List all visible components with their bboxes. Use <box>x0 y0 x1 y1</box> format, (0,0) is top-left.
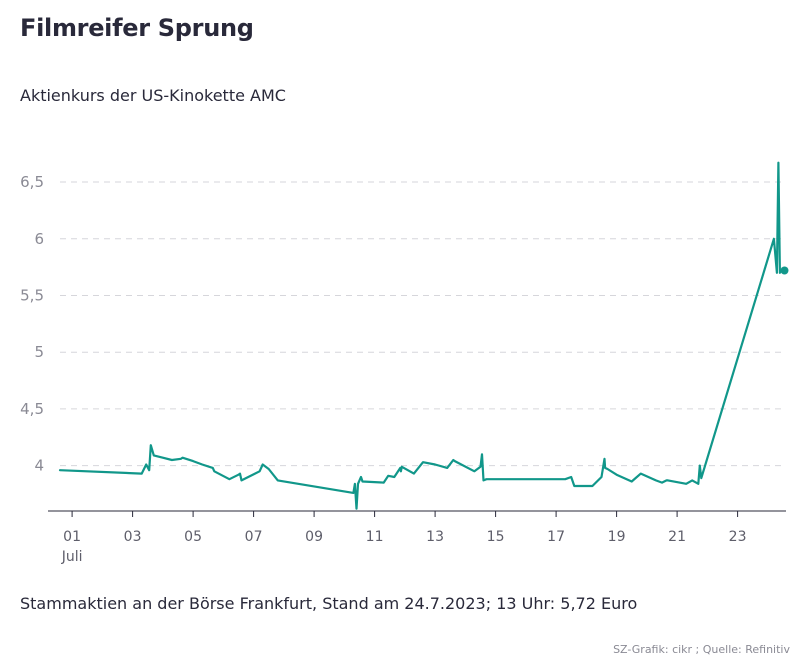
x-tick-label: 21 <box>668 529 686 545</box>
y-axis-ticks: 4 4,5 5 5,5 6 6,5 <box>20 173 44 475</box>
x-tick-label: 07 <box>245 529 263 545</box>
x-tick-label: 15 <box>487 529 505 545</box>
grid-layer <box>60 181 786 467</box>
y-tick-label: 4 <box>34 457 44 475</box>
x-tick-label: 05 <box>184 529 202 545</box>
x-axis: 01 Juli 03 05 07 09 11 13 15 17 19 21 23 <box>48 510 786 565</box>
x-tick-label: 17 <box>547 529 565 545</box>
series-layer <box>58 161 789 510</box>
series-line-amc <box>58 161 786 510</box>
y-tick-label: 4,5 <box>20 400 44 418</box>
x-tick-label: 03 <box>124 529 142 545</box>
y-tick-label: 5 <box>34 343 44 361</box>
last-value-marker <box>780 266 789 275</box>
line-chart: 4 4,5 5 5,5 6 6,5 01 Juli 03 05 07 09 11 13 15 17 19 21 2… <box>20 161 789 565</box>
chart-title: Filmreifer Sprung <box>20 14 254 42</box>
chart-subtitle: Aktienkurs der US-Kinokette AMC <box>20 86 286 105</box>
y-tick-label: 5,5 <box>20 286 44 304</box>
x-tick-label: 13 <box>426 529 444 545</box>
x-tick-label: 01 <box>63 529 81 545</box>
x-tick-label: 19 <box>608 529 626 545</box>
source-credit: SZ-Grafik: cikr ; Quelle: Refinitiv <box>613 643 790 656</box>
x-tick-sublabel: Juli <box>61 549 83 565</box>
y-tick-label: 6 <box>34 230 44 248</box>
y-tick-label: 6,5 <box>20 173 44 191</box>
x-tick-label: 23 <box>729 529 747 545</box>
footnote: Stammaktien an der Börse Frankfurt, Stan… <box>20 594 638 613</box>
x-tick-label: 09 <box>305 529 323 545</box>
x-tick-label: 11 <box>366 529 384 545</box>
